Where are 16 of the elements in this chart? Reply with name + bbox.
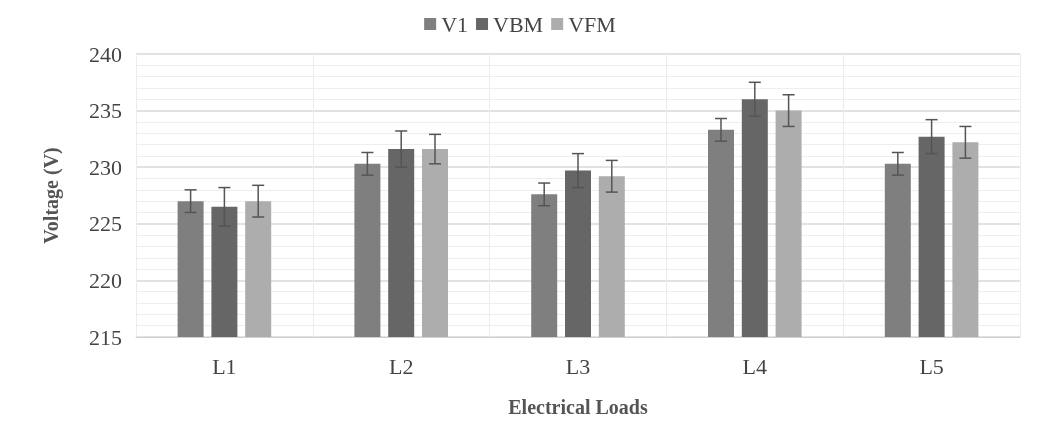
legend-label: VBM bbox=[493, 11, 544, 37]
x-tick-label: L4 bbox=[742, 353, 768, 379]
legend-label: VFM bbox=[568, 11, 616, 37]
y-tick-label: 220 bbox=[89, 267, 122, 293]
x-tick-label: L1 bbox=[212, 353, 237, 379]
x-axis-title: Electrical Loads bbox=[508, 396, 648, 418]
y-axis-title: Voltage (V) bbox=[40, 147, 63, 244]
y-tick-label: 235 bbox=[89, 98, 122, 124]
legend-label: V1 bbox=[441, 11, 469, 37]
x-tick-label: L3 bbox=[565, 353, 591, 379]
y-tick-label: 215 bbox=[89, 324, 122, 350]
y-tick-label: 240 bbox=[89, 41, 122, 67]
x-tick-label: L5 bbox=[919, 353, 944, 379]
x-tick-label: L2 bbox=[388, 353, 414, 379]
y-tick-label: 225 bbox=[89, 211, 122, 237]
y-tick-label: 230 bbox=[89, 154, 122, 180]
